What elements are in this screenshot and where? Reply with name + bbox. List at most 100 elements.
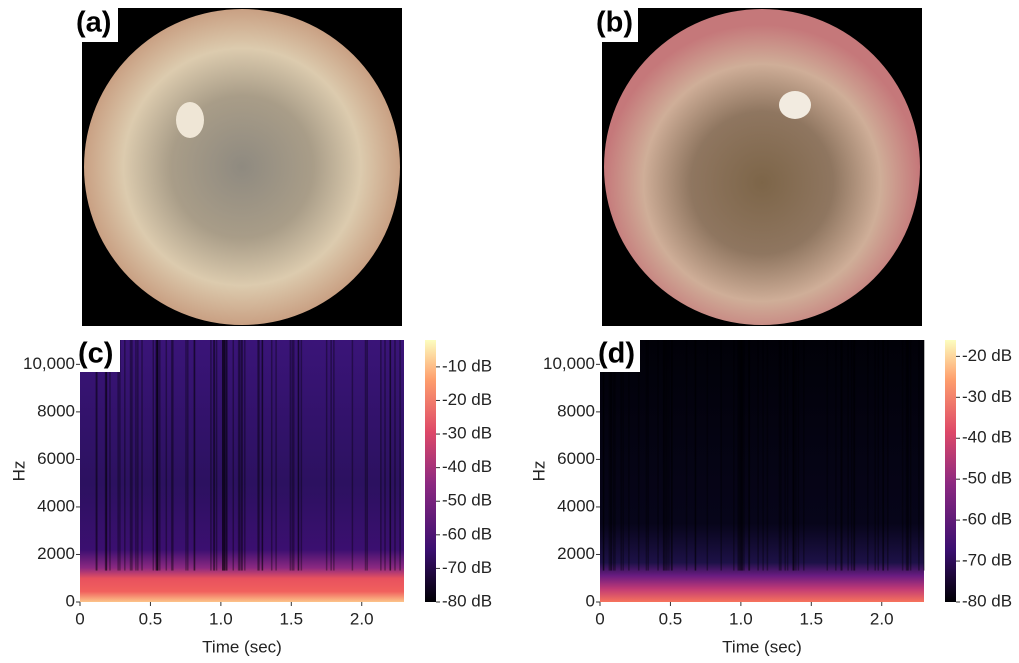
x-axis-label: Time (sec) bbox=[722, 637, 802, 656]
spectrogram-stripe bbox=[366, 340, 368, 571]
x-tick-label: 2.0 bbox=[870, 609, 894, 628]
colorbar-tick-label: -40 dB bbox=[442, 457, 492, 476]
spectrogram-stripe bbox=[707, 340, 709, 571]
spectrogram-stripe bbox=[610, 340, 612, 571]
spectrogram-stripe bbox=[671, 340, 673, 571]
spectrogram-stripe bbox=[224, 340, 226, 571]
spectrogram-stripe bbox=[657, 340, 659, 571]
y-tick-label: 0 bbox=[586, 591, 595, 610]
spectrogram-stripe bbox=[109, 340, 111, 571]
spectrogram-stripe bbox=[793, 340, 795, 571]
spectrogram-stripe bbox=[784, 340, 786, 571]
spectrogram-stripe bbox=[737, 340, 739, 571]
spectrogram-stripe bbox=[137, 340, 139, 571]
x-tick-label: 0 bbox=[595, 609, 604, 628]
spectrogram-stripe bbox=[275, 340, 277, 571]
spectrogram-stripe bbox=[646, 340, 648, 571]
spectrogram-stripe bbox=[878, 340, 880, 571]
spectrogram-stripe bbox=[614, 340, 616, 571]
y-tick-label: 4000 bbox=[37, 496, 75, 515]
spectrogram-stripe bbox=[141, 340, 143, 571]
photo-b: (b) bbox=[594, 6, 922, 326]
spectrogram-stripe bbox=[720, 340, 722, 571]
spectrogram-stripe bbox=[301, 340, 303, 571]
spectrogram-stripe bbox=[686, 340, 688, 571]
colorbar-tick-label: -60 dB bbox=[442, 524, 492, 543]
spectrogram-stripe bbox=[106, 340, 108, 571]
spectrogram-stripe bbox=[780, 340, 782, 571]
spectrogram-stripe bbox=[257, 340, 259, 571]
y-tick-label: 0 bbox=[66, 591, 75, 610]
colorbar-tick-label: -60 dB bbox=[962, 510, 1012, 529]
y-axis-label: Hz bbox=[9, 461, 28, 482]
spectrogram-stripe bbox=[238, 340, 240, 571]
spectrogram-stripe bbox=[193, 340, 195, 571]
x-axis-label: Time (sec) bbox=[202, 637, 282, 656]
spectrogram-stripe bbox=[135, 340, 137, 571]
spectrogram-stripe bbox=[628, 340, 630, 571]
spectrogram-stripe bbox=[787, 340, 789, 571]
spectrogram-stripe bbox=[733, 340, 735, 571]
panel-label: (c) bbox=[78, 338, 113, 370]
colorbar-tick-label: -30 dB bbox=[962, 387, 1012, 406]
spectrogram-stripe bbox=[185, 340, 187, 571]
spectrogram-stripe bbox=[647, 340, 649, 571]
spectrogram-stripe bbox=[95, 340, 97, 571]
spectrogram-stripe bbox=[210, 340, 212, 571]
y-tick-label: 4000 bbox=[557, 496, 595, 515]
colorbar-tick-label: -50 dB bbox=[962, 469, 1012, 488]
spectrogram-stripe bbox=[384, 340, 386, 571]
spectrogram-stripe bbox=[798, 340, 800, 571]
spectrogram-stripe bbox=[352, 340, 354, 571]
spectrogram-stripe bbox=[119, 340, 121, 571]
spectrogram-stripe bbox=[609, 340, 611, 571]
colorbar bbox=[945, 340, 956, 602]
spectrogram-stripe bbox=[749, 340, 751, 571]
spectrogram-stripe bbox=[910, 340, 912, 571]
spectrogram-stripe bbox=[907, 340, 909, 571]
spectrogram-stripe bbox=[638, 340, 640, 571]
x-tick-label: 0.5 bbox=[659, 609, 683, 628]
spectrogram-stripe bbox=[665, 340, 667, 571]
y-tick-label: 8000 bbox=[557, 401, 595, 420]
x-tick-label: 1.0 bbox=[209, 609, 233, 628]
y-tick-label: 2000 bbox=[37, 544, 75, 563]
spectrogram-stripe bbox=[767, 340, 769, 571]
panel-label: (b) bbox=[596, 7, 633, 39]
spectrogram-stripe bbox=[887, 340, 889, 571]
spectrogram-stripe bbox=[222, 340, 224, 571]
spectrogram-stripe bbox=[918, 340, 920, 571]
spectrogram-stripe bbox=[271, 340, 273, 571]
spectrogram-stripe bbox=[241, 340, 243, 571]
x-tick-label: 1.0 bbox=[729, 609, 753, 628]
spectrogram-stripe bbox=[214, 340, 216, 571]
spectrogram-stripe bbox=[330, 340, 332, 571]
spectrogram-stripe bbox=[803, 340, 805, 571]
spectrogram-stripe bbox=[851, 340, 853, 571]
colorbar-tick-label: -20 dB bbox=[962, 346, 1012, 365]
spectrogram-stripe bbox=[874, 340, 876, 571]
spectrogram-stripe bbox=[762, 340, 764, 571]
y-tick-label: 2000 bbox=[557, 544, 595, 563]
y-tick-label: 10,000 bbox=[543, 354, 595, 373]
spectrogram-stripe bbox=[779, 340, 781, 571]
x-tick-label: 0 bbox=[75, 609, 84, 628]
spectrogram-stripe bbox=[840, 340, 842, 571]
spectrogram-stripe bbox=[666, 340, 668, 571]
spectrogram-stripe bbox=[902, 340, 904, 571]
spectrogram-stripe bbox=[923, 340, 925, 571]
spectrogram-stripe bbox=[262, 340, 264, 571]
figure: (a) (b) (c)00.51.01.52.00200040006000800… bbox=[0, 0, 1019, 663]
spectrogram-stripe bbox=[835, 340, 837, 571]
spectrogram-stripe bbox=[668, 340, 670, 571]
spectrogram-stripe bbox=[365, 340, 367, 571]
spectrogram-stripe bbox=[226, 340, 228, 571]
x-tick-label: 2.0 bbox=[350, 609, 374, 628]
spectrogram-stripe bbox=[124, 340, 126, 571]
spectrogram-stripe bbox=[847, 340, 849, 571]
colorbar-tick-label: -20 dB bbox=[442, 390, 492, 409]
spectrogram-stripe bbox=[854, 340, 856, 571]
x-tick-label: 1.5 bbox=[799, 609, 823, 628]
colorbar bbox=[425, 340, 436, 602]
spectrogram-stripe bbox=[171, 340, 173, 571]
